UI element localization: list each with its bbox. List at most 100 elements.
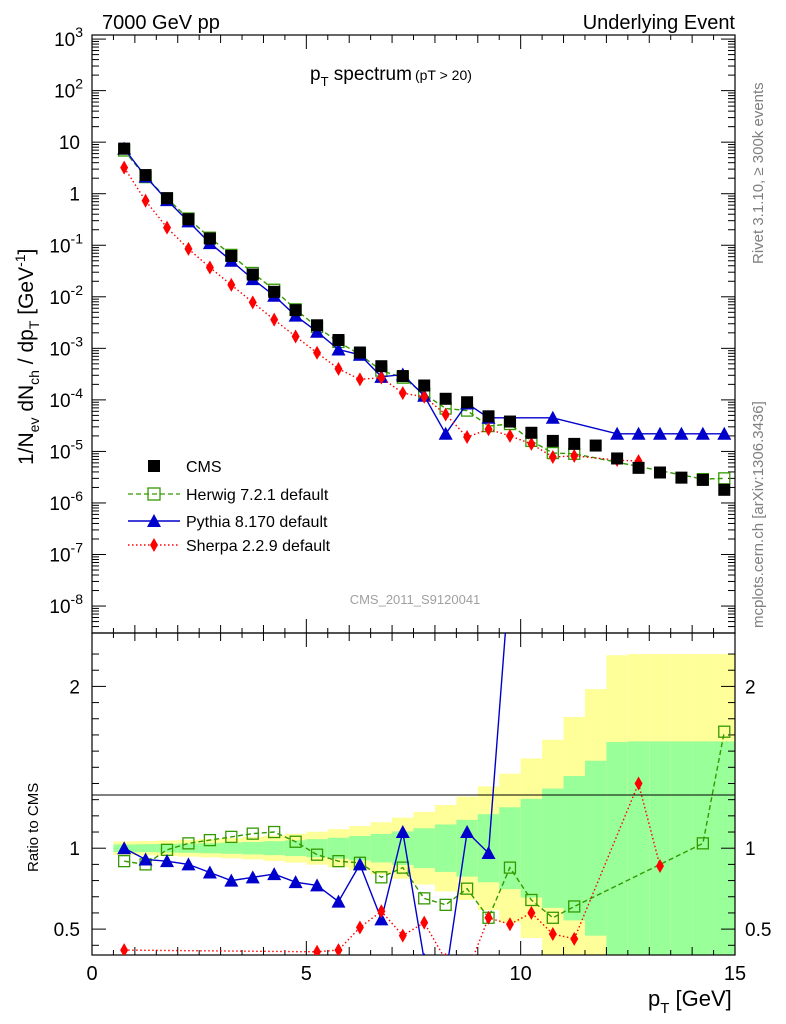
point-cms bbox=[396, 370, 409, 383]
line-herwig bbox=[123, 150, 725, 480]
ratio-point-sherpa bbox=[377, 904, 386, 919]
point-pythia bbox=[610, 426, 625, 440]
band-green bbox=[649, 741, 671, 955]
point-sherpa bbox=[420, 389, 429, 404]
point-cms bbox=[503, 415, 516, 428]
ratio-point-pythia bbox=[224, 873, 239, 887]
band-green bbox=[542, 788, 564, 908]
point-sherpa bbox=[484, 422, 493, 437]
axis-ticks bbox=[91, 35, 736, 955]
point-sherpa bbox=[291, 329, 300, 344]
ratio-point-sherpa bbox=[398, 928, 407, 943]
line-sherpa bbox=[123, 167, 639, 462]
band-green bbox=[284, 840, 307, 857]
legend-label-pythia: Pythia 8.170 default bbox=[186, 514, 328, 531]
point-sherpa bbox=[463, 430, 472, 445]
point-pythia bbox=[545, 410, 560, 424]
ratio-point-pythia bbox=[288, 875, 303, 889]
point-pythia bbox=[717, 426, 732, 440]
point-pythia bbox=[674, 426, 689, 440]
analysis-watermark: CMS_2011_S9120041 bbox=[350, 592, 481, 607]
ratio-point-sherpa bbox=[420, 915, 429, 930]
x-tick-label: 10 bbox=[510, 963, 532, 985]
header-right: Underlying Event bbox=[583, 12, 736, 34]
band-green bbox=[499, 807, 521, 890]
point-cms bbox=[589, 439, 602, 452]
legend-marker-pythia bbox=[147, 514, 161, 527]
y-tick-label-main: 1 bbox=[69, 185, 80, 206]
y-tick-label-ratio-right: 1 bbox=[745, 839, 756, 860]
side-label-mcplots: mcplots.cern.ch [arXiv:1306.3436] bbox=[750, 401, 767, 628]
ratio-point-herwig bbox=[310, 848, 324, 861]
band-green bbox=[349, 836, 371, 861]
ratio-point-pythia bbox=[374, 912, 389, 926]
point-pythia bbox=[652, 426, 667, 440]
point-sherpa bbox=[163, 220, 172, 235]
ratio-line-sherpa bbox=[124, 781, 661, 955]
ratio-point-herwig bbox=[718, 725, 731, 738]
ratio-y-axis-label: Ratio to CMS bbox=[25, 783, 42, 872]
point-sherpa bbox=[313, 345, 322, 360]
y-tick-label-main: 10-6 bbox=[49, 488, 83, 515]
point-sherpa bbox=[205, 260, 214, 275]
band-green bbox=[670, 741, 693, 955]
ratio-point-pythia bbox=[481, 846, 496, 860]
band-green bbox=[627, 741, 650, 955]
ratio-point-pythia bbox=[202, 865, 217, 879]
ratio-point-sherpa bbox=[570, 931, 579, 946]
band-green bbox=[199, 843, 221, 854]
y-tick-label-main: 10-2 bbox=[49, 282, 83, 309]
ratio-point-herwig bbox=[289, 835, 302, 848]
band-green bbox=[370, 833, 393, 863]
point-pythia bbox=[438, 426, 453, 440]
plot-title-subscript: T bbox=[321, 74, 329, 89]
ratio-point-herwig bbox=[246, 827, 259, 840]
point-sherpa bbox=[441, 407, 450, 422]
point-cms bbox=[139, 169, 152, 182]
ratio-point-herwig bbox=[418, 892, 431, 905]
point-cms bbox=[611, 452, 624, 465]
band-green bbox=[434, 824, 457, 872]
point-cms bbox=[461, 396, 474, 409]
point-cms bbox=[418, 379, 431, 392]
main-y-axis-label: 1/Nev dNch / dpT [GeV-1] bbox=[12, 249, 42, 465]
point-sherpa bbox=[548, 449, 557, 464]
y-tick-label-ratio: 1 bbox=[69, 839, 80, 860]
ratio-point-herwig bbox=[525, 893, 538, 907]
ratio-point-pythia bbox=[138, 852, 153, 866]
point-cms bbox=[482, 410, 495, 423]
point-sherpa bbox=[120, 160, 129, 175]
plot-title-rest: spectrum bbox=[329, 64, 412, 85]
ratio-point-herwig bbox=[696, 837, 709, 850]
y-tick-label-main: 10-4 bbox=[49, 385, 83, 412]
ratio-point-herwig bbox=[182, 837, 195, 850]
point-cms bbox=[632, 461, 645, 474]
legend-label-cms: CMS bbox=[186, 459, 222, 476]
point-cms bbox=[375, 360, 388, 373]
ratio-point-sherpa bbox=[120, 943, 129, 955]
ratio-point-pythia bbox=[160, 854, 175, 868]
band-green bbox=[606, 742, 628, 955]
ratio-point-herwig bbox=[118, 855, 131, 868]
point-cms bbox=[311, 319, 324, 332]
x-tick-label: 5 bbox=[301, 963, 312, 985]
ratio-point-sherpa bbox=[355, 920, 364, 935]
y-tick-label-main: 10 bbox=[59, 133, 80, 154]
point-sherpa bbox=[334, 361, 343, 376]
point-sherpa bbox=[505, 428, 514, 443]
point-sherpa bbox=[184, 241, 193, 256]
ratio-point-herwig bbox=[503, 861, 517, 874]
point-cms bbox=[246, 268, 259, 281]
ratio-point-pythia bbox=[395, 825, 410, 839]
point-cms bbox=[182, 213, 195, 226]
ratio-point-pythia bbox=[423, 952, 426, 955]
x-axis-label: pT [GeV] bbox=[648, 986, 732, 1017]
y-tick-label-main: 10-5 bbox=[49, 436, 83, 463]
ratio-point-sherpa bbox=[444, 952, 447, 955]
ratio-point-pythia bbox=[352, 857, 367, 871]
side-label-rivet: Rivet 3.1.10, ≥ 300k events bbox=[750, 82, 767, 264]
band-green bbox=[220, 842, 243, 854]
point-sherpa bbox=[270, 312, 279, 327]
ratio-series bbox=[117, 633, 731, 955]
ratio-point-herwig bbox=[375, 871, 388, 884]
